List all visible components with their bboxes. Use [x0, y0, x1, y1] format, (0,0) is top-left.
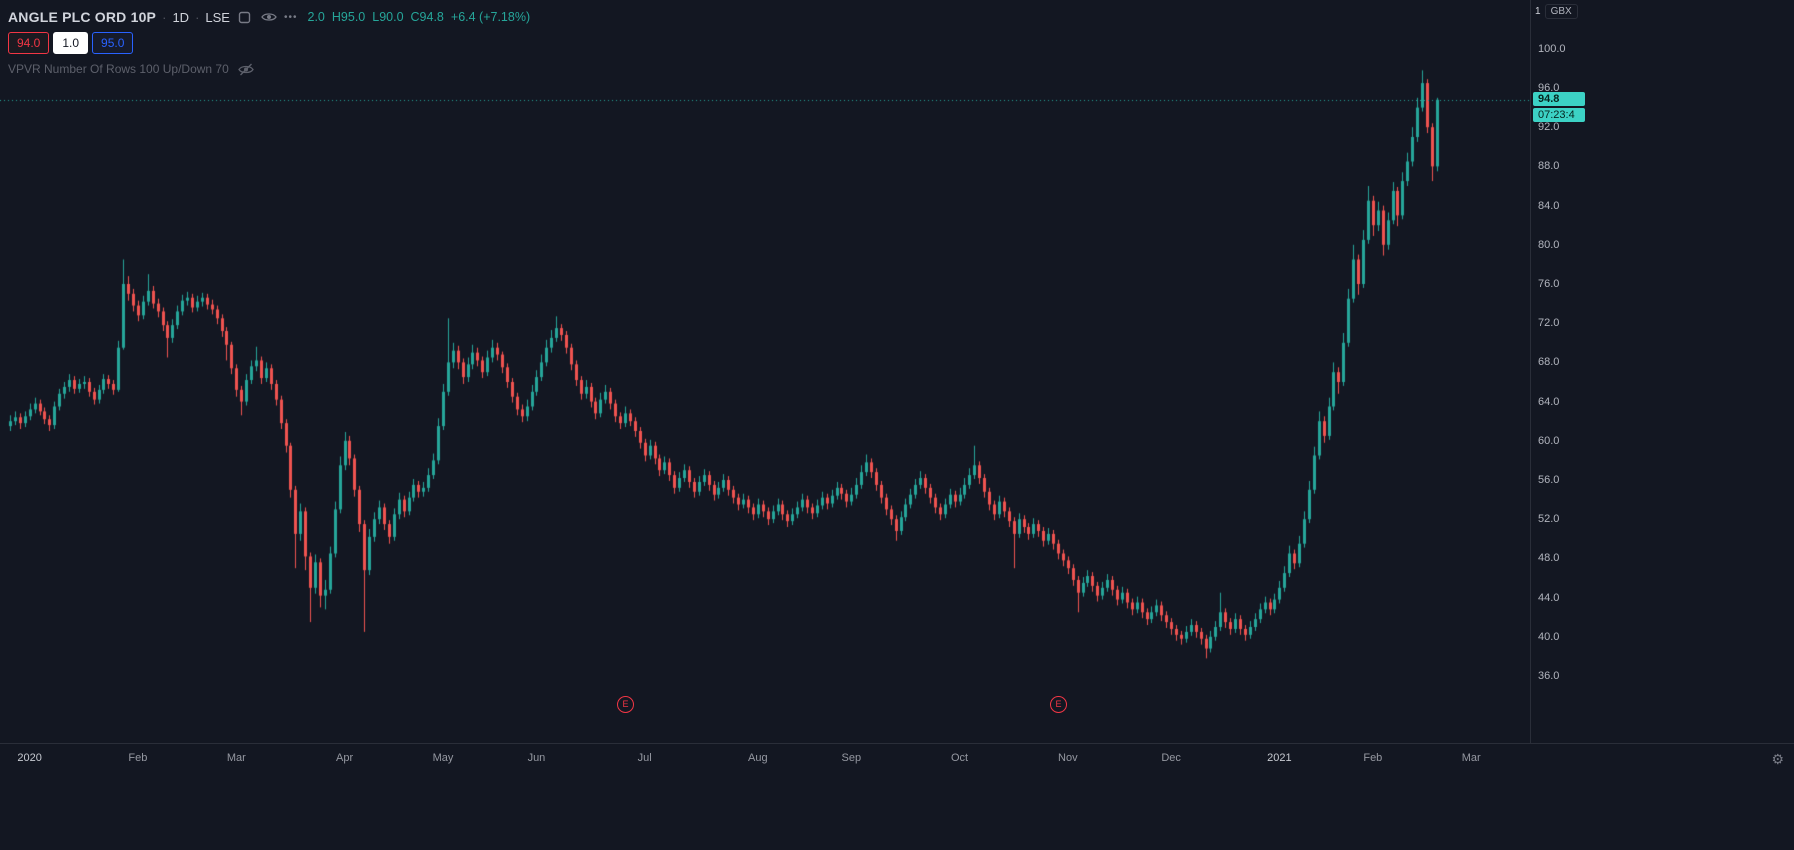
quote-value: H95.0 — [331, 10, 366, 24]
time-label: Feb — [1363, 752, 1383, 764]
price-axis-header: 1 GBX — [1535, 4, 1578, 19]
eye-icon[interactable] — [260, 8, 278, 26]
quote-value: L90.0 — [372, 10, 404, 24]
time-label: 2020 — [17, 752, 42, 764]
chart-legend: ANGLE PLC ORD 10P · 1D · LSE ••• 2.0 H95.… — [8, 6, 530, 78]
price-tick: 92.0 — [1538, 121, 1560, 134]
price-tick: 52.0 — [1538, 513, 1560, 526]
symbol-title[interactable]: ANGLE PLC ORD 10P — [8, 9, 157, 25]
gear-icon[interactable]: ⚙ — [1771, 751, 1784, 767]
flag-icon[interactable] — [236, 8, 254, 26]
quote-values: 2.0 H95.0 L90.0 C94.8 +6.4 (+7.18%) — [308, 10, 531, 24]
time-label: Dec — [1161, 752, 1181, 764]
time-label: Oct — [950, 752, 969, 764]
current-price-label: 94.8 — [1533, 91, 1585, 106]
earnings-marker[interactable]: E — [1049, 696, 1067, 713]
order-quantity-field[interactable]: 1.0 — [53, 32, 89, 54]
price-tick: 44.0 — [1538, 591, 1560, 604]
interval-label[interactable]: 1D — [172, 9, 190, 25]
price-tick: 56.0 — [1538, 474, 1560, 486]
price-tick: 88.0 — [1538, 160, 1560, 173]
eye-off-icon[interactable] — [237, 60, 255, 78]
time-label: May — [432, 752, 454, 764]
price-tick: 64.0 — [1538, 395, 1560, 408]
price-tick: 80.0 — [1538, 238, 1560, 251]
time-label: Jun — [527, 752, 546, 764]
more-options-icon[interactable]: ••• — [283, 11, 298, 23]
exchange-label: LSE — [205, 9, 230, 25]
price-tick: 72.0 — [1538, 317, 1560, 330]
price-tick: 76.0 — [1538, 278, 1560, 290]
separator-dot: · — [162, 9, 167, 25]
quote-value: 2.0 — [307, 10, 325, 24]
price-tick: 96.0 — [1538, 82, 1560, 94]
axis-top-marker: 1 — [1535, 6, 1541, 17]
time-label: Sep — [841, 752, 862, 764]
price-axis[interactable]: 1 GBX 100.0 96.0 92.0 88.0 84.0 80.0 76.0 72.0 6… — [1530, 0, 1794, 743]
price-tick: 68.0 — [1538, 356, 1560, 369]
sell-price-button[interactable]: 94.0 — [8, 32, 50, 54]
time-label: Nov — [1058, 752, 1078, 764]
time-label: Jul — [637, 752, 652, 764]
time-label: Feb — [128, 752, 148, 764]
price-tick: 36.0 — [1538, 670, 1560, 682]
time-axis[interactable]: 2020 Feb Mar Apr May Jun Jul Aug Sep Oct Nov Dec 202… — [0, 743, 1794, 776]
time-label: Mar — [226, 752, 246, 764]
quote-value: +6.4 (+7.18%) — [450, 10, 531, 24]
separator-dot: · — [195, 9, 200, 25]
currency-unit-chip[interactable]: GBX — [1544, 4, 1578, 19]
price-tick: 48.0 — [1538, 552, 1560, 565]
price-tick: 40.0 — [1538, 630, 1560, 643]
time-label: 2021 — [1267, 752, 1292, 764]
time-label: Aug — [748, 752, 768, 764]
bar-countdown-label: 07:23:4 — [1533, 107, 1585, 122]
time-label: Apr — [335, 752, 354, 764]
buy-price-button[interactable]: 95.0 — [92, 32, 134, 54]
price-tick: 60.0 — [1538, 434, 1560, 447]
time-label: Mar — [1461, 752, 1481, 764]
indicator-vpvr-label[interactable]: VPVR Number Of Rows 100 Up/Down 70 — [8, 62, 229, 76]
price-tick: 100.0 — [1538, 42, 1566, 55]
earnings-marker[interactable]: E — [617, 696, 634, 713]
price-chart-canvas[interactable] — [0, 0, 1530, 743]
quote-value: C94.8 — [410, 10, 444, 24]
price-tick: 84.0 — [1538, 199, 1560, 212]
